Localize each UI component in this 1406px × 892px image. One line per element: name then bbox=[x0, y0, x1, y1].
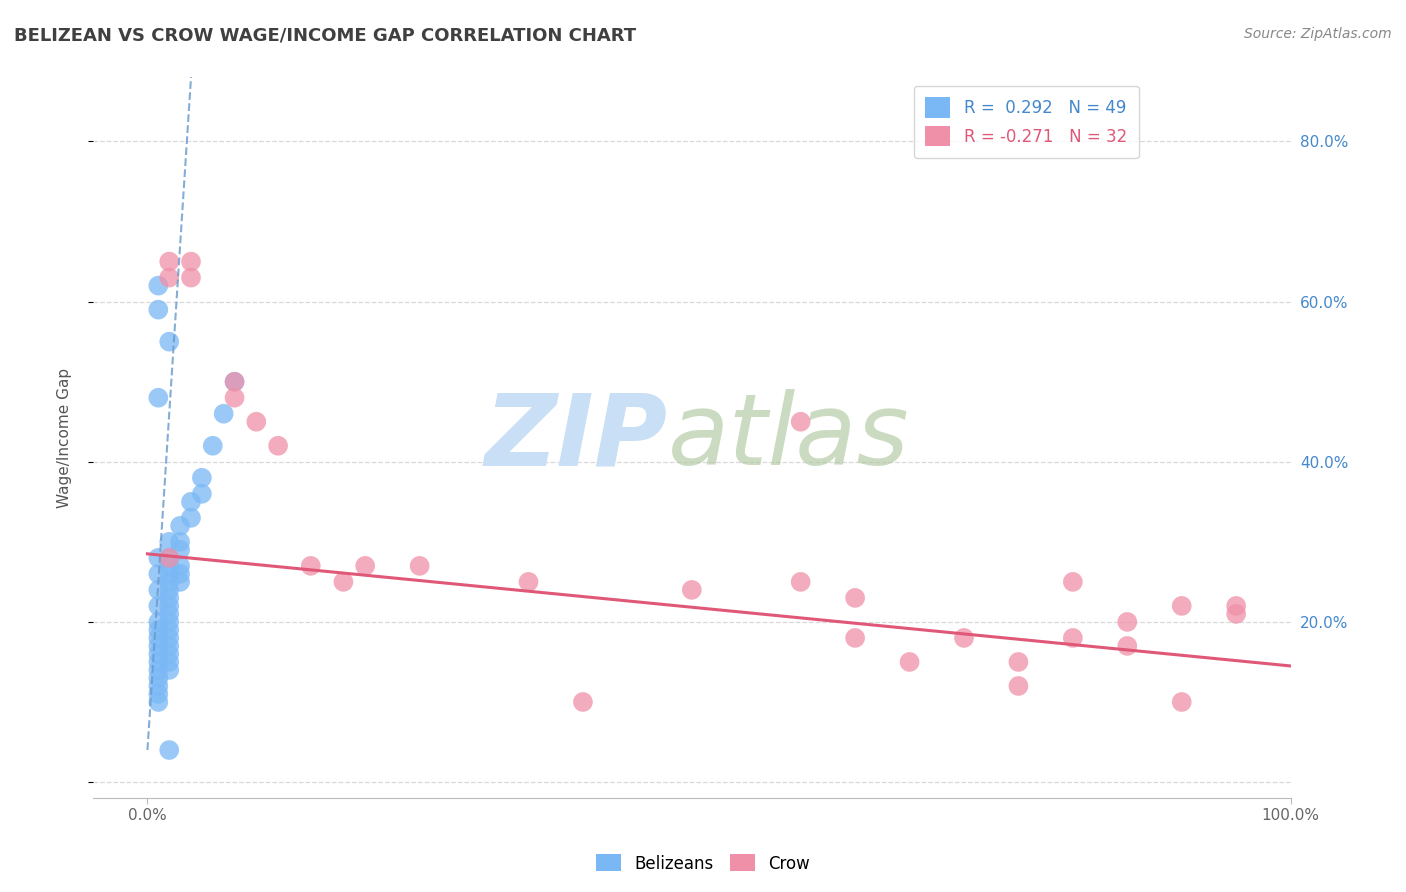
Legend: R =  0.292   N = 49, R = -0.271   N = 32: R = 0.292 N = 49, R = -0.271 N = 32 bbox=[914, 86, 1139, 158]
Point bbox=[148, 599, 170, 613]
Point bbox=[332, 574, 354, 589]
Point bbox=[148, 647, 170, 661]
Point bbox=[180, 511, 202, 525]
Point bbox=[1225, 599, 1247, 613]
Point bbox=[299, 558, 322, 573]
Point bbox=[157, 566, 180, 581]
Point bbox=[191, 487, 214, 501]
Point bbox=[169, 566, 191, 581]
Y-axis label: Wage/Income Gap: Wage/Income Gap bbox=[58, 368, 72, 508]
Point bbox=[169, 574, 191, 589]
Point bbox=[354, 558, 377, 573]
Point bbox=[148, 695, 170, 709]
Point bbox=[517, 574, 540, 589]
Point bbox=[180, 495, 202, 509]
Point bbox=[844, 591, 866, 605]
Text: atlas: atlas bbox=[668, 389, 910, 486]
Point bbox=[169, 534, 191, 549]
Point bbox=[212, 407, 235, 421]
Point bbox=[1170, 695, 1192, 709]
Point bbox=[157, 254, 180, 268]
Text: Source: ZipAtlas.com: Source: ZipAtlas.com bbox=[1244, 27, 1392, 41]
Point bbox=[148, 663, 170, 677]
Point bbox=[157, 631, 180, 645]
Point bbox=[157, 558, 180, 573]
Point bbox=[1116, 639, 1139, 653]
Point bbox=[148, 566, 170, 581]
Point bbox=[180, 270, 202, 285]
Point bbox=[148, 679, 170, 693]
Legend: Belizeans, Crow: Belizeans, Crow bbox=[589, 847, 817, 880]
Point bbox=[157, 615, 180, 629]
Point bbox=[148, 655, 170, 669]
Point bbox=[148, 302, 170, 317]
Point bbox=[157, 647, 180, 661]
Point bbox=[1225, 607, 1247, 621]
Point bbox=[148, 671, 170, 685]
Point bbox=[169, 558, 191, 573]
Point bbox=[148, 639, 170, 653]
Point bbox=[148, 687, 170, 701]
Point bbox=[1116, 615, 1139, 629]
Point bbox=[408, 558, 430, 573]
Point bbox=[681, 582, 703, 597]
Point bbox=[157, 582, 180, 597]
Text: ZIP: ZIP bbox=[485, 389, 668, 486]
Point bbox=[245, 415, 267, 429]
Point bbox=[572, 695, 595, 709]
Point bbox=[157, 599, 180, 613]
Point bbox=[1062, 574, 1084, 589]
Text: BELIZEAN VS CROW WAGE/INCOME GAP CORRELATION CHART: BELIZEAN VS CROW WAGE/INCOME GAP CORRELA… bbox=[14, 27, 636, 45]
Point bbox=[789, 574, 811, 589]
Point bbox=[157, 623, 180, 637]
Point bbox=[953, 631, 976, 645]
Point bbox=[157, 550, 180, 565]
Point bbox=[148, 550, 170, 565]
Point bbox=[148, 582, 170, 597]
Point bbox=[148, 623, 170, 637]
Point bbox=[148, 631, 170, 645]
Point bbox=[157, 591, 180, 605]
Point bbox=[157, 639, 180, 653]
Point bbox=[1007, 679, 1029, 693]
Point bbox=[157, 607, 180, 621]
Point bbox=[157, 655, 180, 669]
Point bbox=[148, 278, 170, 293]
Point bbox=[180, 254, 202, 268]
Point bbox=[844, 631, 866, 645]
Point bbox=[148, 615, 170, 629]
Point bbox=[157, 574, 180, 589]
Point bbox=[148, 391, 170, 405]
Point bbox=[224, 375, 246, 389]
Point bbox=[169, 542, 191, 557]
Point bbox=[1062, 631, 1084, 645]
Point bbox=[789, 415, 811, 429]
Point bbox=[157, 743, 180, 757]
Point bbox=[157, 663, 180, 677]
Point bbox=[201, 439, 224, 453]
Point bbox=[267, 439, 290, 453]
Point bbox=[157, 534, 180, 549]
Point bbox=[898, 655, 921, 669]
Point bbox=[157, 270, 180, 285]
Point bbox=[224, 375, 246, 389]
Point bbox=[191, 471, 214, 485]
Point bbox=[157, 550, 180, 565]
Point bbox=[224, 391, 246, 405]
Point bbox=[157, 334, 180, 349]
Point bbox=[1170, 599, 1192, 613]
Point bbox=[169, 518, 191, 533]
Point bbox=[1007, 655, 1029, 669]
